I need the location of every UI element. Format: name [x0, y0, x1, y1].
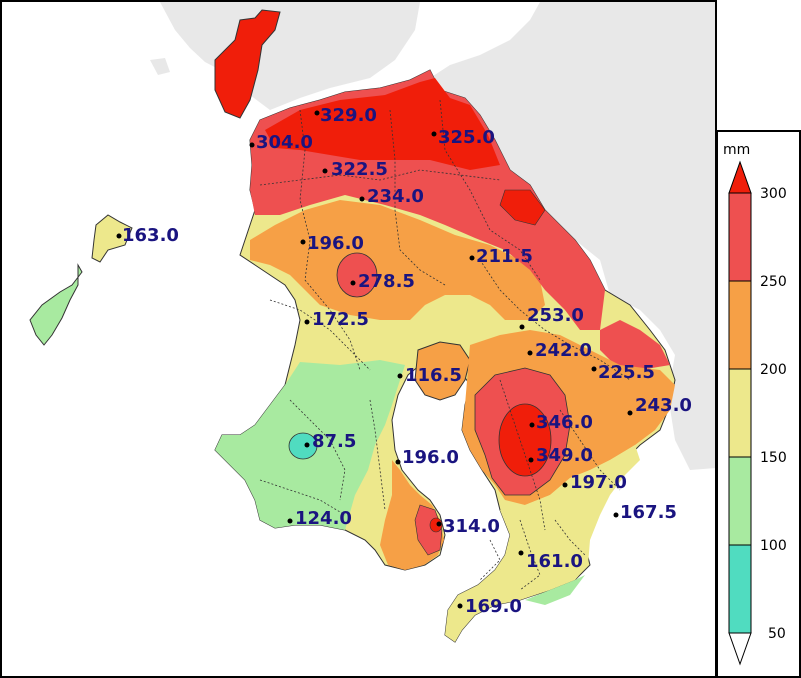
- station-value-label: 116.5: [405, 365, 462, 386]
- station-dot: [287, 518, 293, 524]
- station-value-label: 169.0: [465, 596, 522, 617]
- station-dot: [529, 422, 535, 428]
- contour-fills: [215, 70, 675, 642]
- station-dot: [613, 512, 619, 518]
- station-dot: [359, 196, 365, 202]
- station-dot: [304, 442, 310, 448]
- station-dot: [314, 110, 320, 116]
- station-value-label: 322.5: [331, 159, 388, 180]
- station-value-label: 163.0: [122, 225, 179, 246]
- station-dot: [591, 366, 597, 372]
- contour-278-5: [336, 252, 378, 298]
- contour-core: [498, 403, 552, 477]
- legend-class-200-250: [728, 280, 752, 370]
- legend-tick: 300: [760, 186, 787, 202]
- legend-arrow-bottom: [728, 632, 752, 666]
- station-labels: 329.0 325.0 304.0 322.5 234.0 163.0 196.…: [122, 105, 692, 617]
- legend-tick: 150: [760, 450, 787, 466]
- station-dot: [431, 131, 437, 137]
- station-dot: [300, 239, 306, 245]
- legend-tick: 200: [760, 362, 787, 378]
- station-dot: [519, 324, 525, 330]
- station-value-label: 278.5: [358, 271, 415, 292]
- municipal-boundaries: [259, 99, 631, 591]
- station-dot: [304, 319, 310, 325]
- legend-tick: 50: [768, 626, 786, 642]
- legend-unit: mm: [723, 142, 750, 158]
- station-value-label: 314.0: [443, 516, 500, 537]
- station-dot: [518, 550, 524, 556]
- station-value-label: 124.0: [295, 508, 352, 529]
- station-markers: [116, 110, 633, 609]
- legend-tick: 250: [760, 274, 787, 290]
- station-value-label: 304.0: [256, 132, 313, 153]
- station-value-label: 196.0: [307, 233, 364, 254]
- station-value-label: 325.0: [438, 127, 495, 148]
- station-dot: [350, 280, 356, 286]
- station-value-label: 172.5: [312, 309, 369, 330]
- contour-87-5: [288, 432, 318, 460]
- legend-class-100-150: [728, 456, 752, 546]
- station-value-label: 87.5: [312, 431, 356, 452]
- station-value-label: 161.0: [526, 551, 583, 572]
- station-value-label: 234.0: [367, 186, 424, 207]
- station-value-label: 197.0: [570, 472, 627, 493]
- station-value-label: 349.0: [536, 445, 593, 466]
- station-dot: [562, 482, 568, 488]
- station-dot: [397, 373, 403, 379]
- legend-class-250-300: [728, 192, 752, 282]
- station-dot: [457, 603, 463, 609]
- station-dot: [527, 350, 533, 356]
- legend-tick: 100: [760, 538, 787, 554]
- station-dot: [469, 255, 475, 261]
- station-dot: [627, 410, 633, 416]
- station-value-label: 242.0: [535, 340, 592, 361]
- station-value-label: 253.0: [527, 305, 584, 326]
- legend-class-150-200: [728, 368, 752, 458]
- neighbouring-land: [150, 2, 716, 470]
- legend: mm 300 250 200 150 100 50: [716, 130, 801, 678]
- legend-class-50-100: [728, 544, 752, 634]
- station-value-label: 225.5: [598, 362, 655, 383]
- station-dot: [249, 142, 255, 148]
- station-value-label: 196.0: [402, 447, 459, 468]
- station-dot: [436, 521, 442, 527]
- station-value-label: 243.0: [635, 395, 692, 416]
- station-dot: [322, 168, 328, 174]
- station-dot: [395, 459, 401, 465]
- station-value-label: 167.5: [620, 502, 677, 523]
- station-dot: [528, 457, 534, 463]
- station-value-label: 346.0: [536, 412, 593, 433]
- station-dot: [116, 233, 122, 239]
- station-value-label: 329.0: [320, 105, 377, 126]
- station-value-label: 211.5: [476, 246, 533, 267]
